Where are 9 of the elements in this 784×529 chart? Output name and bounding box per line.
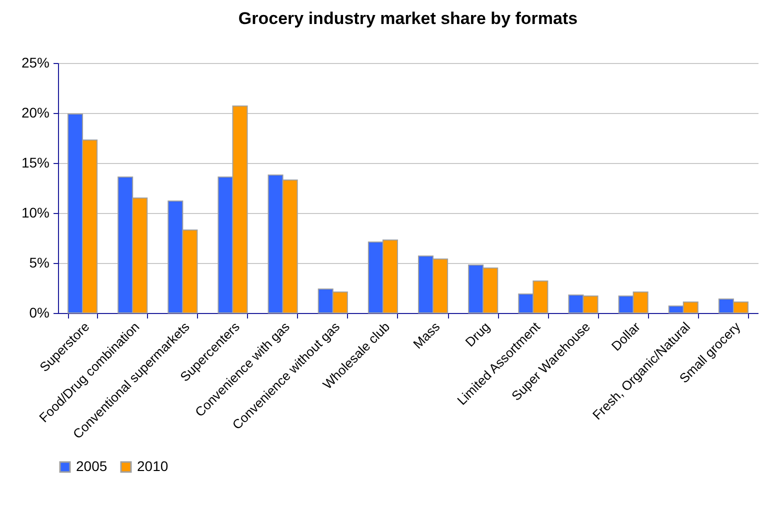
legend-label: 2010	[137, 458, 168, 474]
y-tick-label: 0%	[29, 304, 50, 320]
y-tick-label: 5%	[29, 254, 50, 270]
legend-label: 2005	[76, 458, 108, 474]
y-tick-label: 15%	[21, 154, 50, 170]
y-tick-label: 10%	[21, 204, 50, 220]
y-tick-label: 20%	[21, 104, 50, 120]
chart-title: Grocery industry market share by formats	[238, 9, 578, 28]
y-tick-label: 25%	[21, 54, 50, 70]
